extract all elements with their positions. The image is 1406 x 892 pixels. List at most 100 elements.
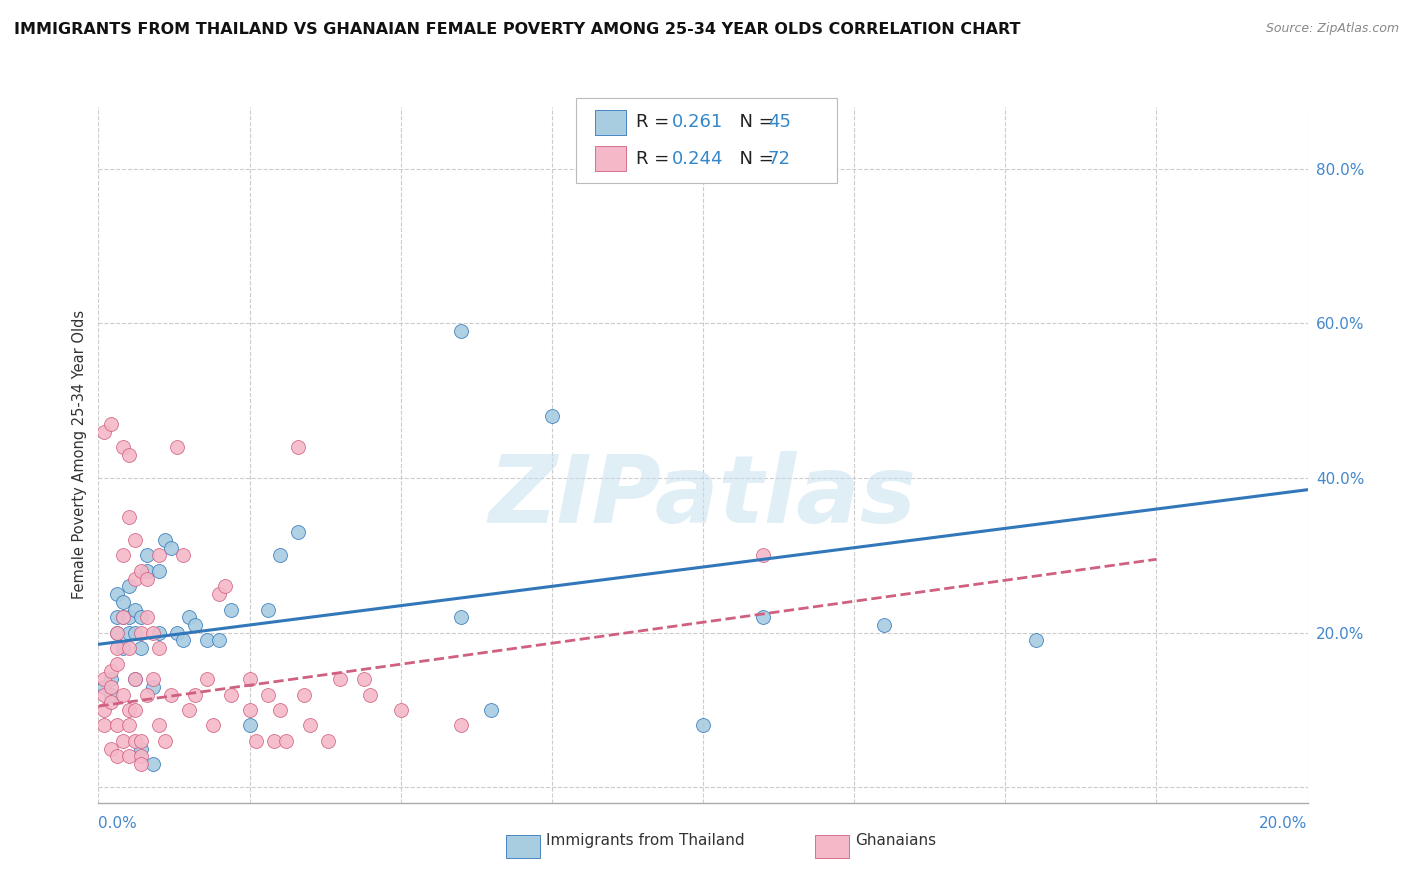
Point <box>93 425 115 439</box>
Point <box>172 549 194 563</box>
Point <box>129 734 152 748</box>
Point <box>93 718 115 732</box>
Point <box>124 625 146 640</box>
Point <box>118 625 141 640</box>
Point <box>239 718 262 732</box>
Point <box>100 695 122 709</box>
Point <box>450 610 472 624</box>
Point <box>142 672 165 686</box>
Point <box>100 672 122 686</box>
Point <box>287 525 309 540</box>
Point <box>160 688 183 702</box>
Point <box>111 595 134 609</box>
Point <box>148 641 170 656</box>
Point <box>124 533 146 547</box>
Point <box>124 703 146 717</box>
Point <box>148 564 170 578</box>
Point <box>93 672 115 686</box>
Point <box>360 688 382 702</box>
Point <box>93 688 115 702</box>
Point <box>752 610 775 624</box>
Point <box>177 610 201 624</box>
Point <box>221 602 243 616</box>
Text: Immigrants from Thailand: Immigrants from Thailand <box>546 833 744 847</box>
Point <box>111 610 134 624</box>
Point <box>118 703 141 717</box>
Point <box>135 688 157 702</box>
Point <box>124 672 146 686</box>
Point <box>269 549 291 563</box>
Point <box>184 688 207 702</box>
Point <box>873 618 896 632</box>
Point <box>111 549 134 563</box>
Point <box>129 757 152 772</box>
Text: 45: 45 <box>768 113 790 131</box>
Point <box>135 549 157 563</box>
Point <box>105 610 128 624</box>
Point <box>135 610 157 624</box>
Point <box>118 448 141 462</box>
Text: Ghanaians: Ghanaians <box>855 833 936 847</box>
Point <box>540 409 562 424</box>
Point <box>389 703 412 717</box>
Point <box>316 734 339 748</box>
Point <box>111 610 134 624</box>
Text: ZIPatlas: ZIPatlas <box>489 450 917 542</box>
Point <box>118 610 141 624</box>
Text: N =: N = <box>728 113 780 131</box>
Point <box>292 688 315 702</box>
Point <box>299 718 322 732</box>
Point <box>105 718 128 732</box>
Point <box>153 533 176 547</box>
Point <box>214 579 236 593</box>
Point <box>239 672 262 686</box>
Point <box>256 688 278 702</box>
Point <box>177 703 201 717</box>
Text: R =: R = <box>636 150 675 168</box>
Point <box>93 703 115 717</box>
Point <box>153 734 176 748</box>
Point <box>172 633 194 648</box>
Point <box>208 587 231 601</box>
Point <box>100 688 122 702</box>
Point <box>124 572 146 586</box>
Text: 0.244: 0.244 <box>672 150 724 168</box>
Point <box>353 672 375 686</box>
Point <box>166 440 188 454</box>
Text: N =: N = <box>728 150 780 168</box>
Text: R =: R = <box>636 113 675 131</box>
Point <box>124 734 146 748</box>
Point <box>100 680 122 694</box>
Point <box>111 688 134 702</box>
Point <box>129 749 152 764</box>
Point <box>100 665 122 679</box>
Point <box>202 718 225 732</box>
Text: 72: 72 <box>768 150 790 168</box>
Point <box>692 718 714 732</box>
Point <box>105 657 128 671</box>
Point <box>129 741 152 756</box>
Text: 20.0%: 20.0% <box>1260 816 1308 831</box>
Point <box>118 749 141 764</box>
Point <box>135 572 157 586</box>
Point <box>93 680 115 694</box>
Point <box>111 641 134 656</box>
Point <box>329 672 352 686</box>
Text: Source: ZipAtlas.com: Source: ZipAtlas.com <box>1265 22 1399 36</box>
Point <box>481 703 503 717</box>
Point <box>184 618 207 632</box>
Point <box>142 625 165 640</box>
Point <box>124 602 146 616</box>
Point <box>274 734 297 748</box>
Point <box>239 703 262 717</box>
Point <box>129 610 152 624</box>
Point <box>221 688 243 702</box>
Point <box>1024 633 1046 648</box>
Text: 0.0%: 0.0% <box>98 816 138 831</box>
Point <box>111 734 134 748</box>
Point <box>752 549 775 563</box>
Point <box>287 440 309 454</box>
Point <box>195 672 218 686</box>
Point <box>148 625 170 640</box>
Point <box>105 587 128 601</box>
